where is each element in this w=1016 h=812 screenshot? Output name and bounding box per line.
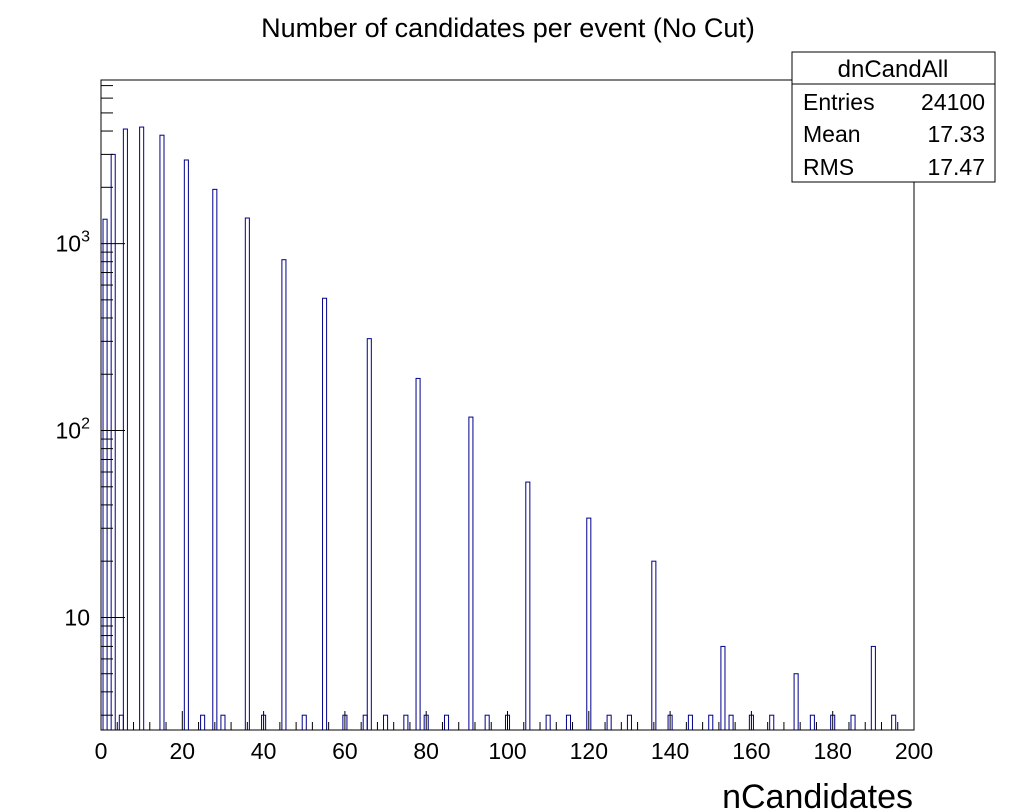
histogram-bar — [281, 259, 287, 731]
histogram-bar — [891, 714, 897, 731]
x-axis: 0 20 40 60 80 100 120 140 160 180 200 — [95, 711, 933, 764]
x-tick-label: 60 — [332, 738, 358, 764]
histogram-bar — [159, 134, 165, 731]
histogram-bar — [118, 714, 124, 731]
histogram-bar — [383, 714, 389, 731]
histogram-bar — [687, 714, 693, 731]
histogram-bar — [708, 714, 714, 731]
histogram-bar — [870, 645, 876, 731]
histogram-bar — [606, 714, 612, 731]
stats-mean-value: 17.33 — [927, 121, 985, 147]
histogram-bar — [728, 714, 734, 731]
histogram-bar — [415, 377, 421, 731]
histogram-bar — [484, 714, 490, 731]
histogram-bar — [301, 714, 307, 731]
stats-rms-label: RMS — [803, 154, 854, 180]
histogram-bar — [443, 714, 450, 731]
histogram-bar — [468, 416, 474, 731]
histogram-bar — [212, 188, 218, 731]
x-tick-label: 180 — [814, 738, 852, 764]
stats-box-frame — [791, 51, 996, 183]
stats-rms-value: 17.47 — [927, 154, 985, 180]
y-tick-label: 103 — [56, 229, 91, 257]
histogram-bar — [793, 673, 799, 731]
histogram-bar — [362, 714, 368, 731]
histogram-bar — [244, 217, 250, 731]
x-tick-label: 80 — [413, 738, 439, 764]
histogram-bar — [586, 517, 592, 731]
histogram-bar — [720, 645, 726, 731]
x-tick-label: 40 — [251, 738, 277, 764]
histogram-bar — [850, 714, 856, 731]
histogram-bar — [122, 128, 128, 731]
histogram-bar — [139, 126, 145, 731]
histogram-bars — [102, 126, 897, 731]
stats-mean-label: Mean — [803, 121, 861, 147]
stats-box-title: dnCandAll — [838, 56, 949, 83]
x-tick-label: 100 — [488, 738, 526, 764]
stats-box: dnCandAll Entries 24100 Mean 17.33 RMS 1… — [791, 51, 996, 183]
x-tick-label: 140 — [651, 738, 689, 764]
chart-title: Number of candidates per event (No Cut) — [261, 13, 755, 43]
y-tick-label: 102 — [56, 416, 91, 444]
x-tick-label: 0 — [95, 738, 108, 764]
histogram-bar — [322, 297, 328, 731]
histogram-bar — [525, 481, 531, 731]
histogram-bar — [366, 338, 372, 731]
histogram-bar — [102, 218, 108, 731]
histogram-bar — [403, 714, 409, 731]
histogram-bar — [220, 714, 226, 731]
histogram-bar — [809, 714, 815, 731]
histogram-bar — [110, 153, 116, 731]
stats-entries-value: 24100 — [921, 89, 985, 115]
x-tick-label: 200 — [895, 738, 933, 764]
y-axis: 10 102 103 — [56, 85, 125, 716]
stats-entries-label: Entries — [803, 89, 875, 115]
x-tick-label: 20 — [170, 738, 196, 764]
x-tick-label: 160 — [732, 738, 770, 764]
histogram-bar — [200, 714, 206, 731]
histogram-bar — [183, 159, 189, 731]
histogram-bar — [769, 714, 775, 731]
histogram-bar — [545, 714, 551, 731]
x-axis-label: nCandidates — [722, 778, 913, 812]
y-tick-label: 10 — [64, 604, 90, 630]
x-tick-label: 120 — [570, 738, 608, 764]
histogram-bar — [626, 714, 632, 731]
histogram-bar — [565, 714, 572, 731]
histogram-bar — [651, 560, 657, 731]
